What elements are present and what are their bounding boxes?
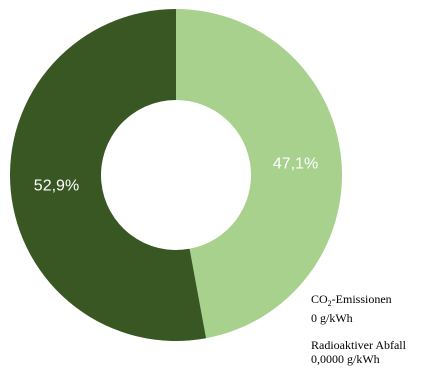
waste-label: Radioaktiver Abfall	[311, 338, 406, 352]
annotations: CO2-Emissionen 0 g/kWh Radioaktiver Abfa…	[311, 292, 406, 366]
slice-label-1: 47,1%	[273, 156, 318, 173]
donut-slice-2	[9, 9, 207, 341]
co2-label: CO2-Emissionen	[311, 292, 406, 311]
co2-label-prefix: CO	[311, 292, 328, 306]
co2-label-subscript: 2	[327, 299, 332, 308]
donut-slices	[9, 9, 342, 341]
donut-slice-1	[176, 9, 342, 339]
co2-value: 0 g/kWh	[311, 311, 353, 325]
slice-labels: 47,1% 52,9%	[34, 156, 318, 195]
slice-label-2: 52,9%	[34, 177, 79, 194]
co2-label-suffix: -Emissionen	[331, 292, 392, 306]
waste-annotation: Radioaktiver Abfall 0,0000 g/kWh	[311, 338, 406, 366]
waste-value: 0,0000 g/kWh	[311, 352, 380, 366]
co2-annotation: CO2-Emissionen 0 g/kWh	[311, 292, 406, 325]
